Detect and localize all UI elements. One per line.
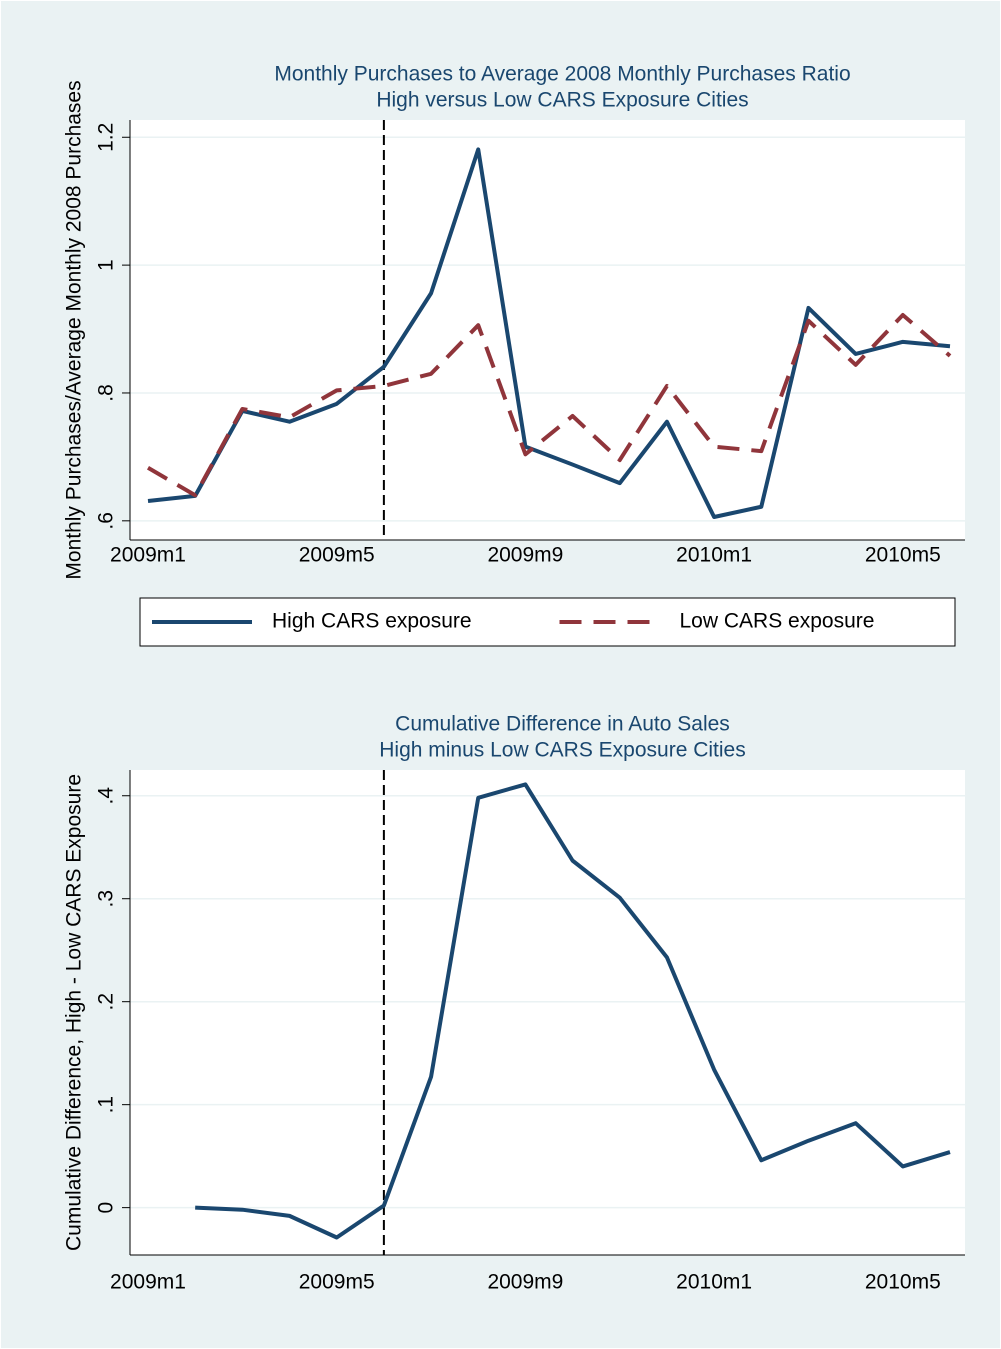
chart-title: High minus Low CARS Exposure Cities (379, 739, 745, 762)
y-tick-label: .3 (95, 890, 118, 908)
y-tick-label: .8 (95, 384, 118, 402)
y-tick-label: 0 (95, 1202, 118, 1214)
legend-label: High CARS exposure (272, 610, 472, 633)
y-tick-label: 1 (95, 259, 118, 271)
series-line (195, 782, 951, 1240)
legend-label: Low CARS exposure (680, 610, 875, 633)
chart-title: Monthly Purchases to Average 2008 Monthl… (274, 63, 850, 86)
series-line (146, 312, 952, 498)
x-tick-label: 2010m5 (865, 1271, 941, 1294)
x-tick-label: 2009m1 (110, 1271, 186, 1294)
x-tick-label: 2010m1 (676, 544, 752, 567)
y-tick-label: .1 (95, 1096, 118, 1114)
x-tick-label: 2010m1 (676, 1271, 752, 1294)
y-tick-label: .4 (95, 787, 118, 805)
y-tick-label: 1.2 (95, 123, 118, 152)
plot-area (130, 120, 965, 540)
plot-area (130, 770, 965, 1255)
chart-title: High versus Low CARS Exposure Cities (376, 89, 748, 112)
x-tick-label: 2009m5 (299, 1271, 375, 1294)
legend-box (139, 597, 956, 647)
x-tick-label: 2009m5 (299, 544, 375, 567)
chart-title: Cumulative Difference in Auto Sales (395, 713, 730, 736)
y-axis-label: Monthly Purchases/Average Monthly 2008 P… (63, 80, 86, 579)
x-tick-label: 2009m1 (110, 544, 186, 567)
x-tick-label: 2010m5 (865, 544, 941, 567)
y-tick-label: .6 (95, 512, 118, 530)
y-tick-label: .2 (95, 993, 118, 1011)
series-line (147, 147, 951, 519)
x-tick-label: 2009m9 (487, 1271, 563, 1294)
x-tick-label: 2009m9 (487, 544, 563, 567)
y-axis-label: Cumulative Difference, High - Low CARS E… (63, 774, 86, 1251)
